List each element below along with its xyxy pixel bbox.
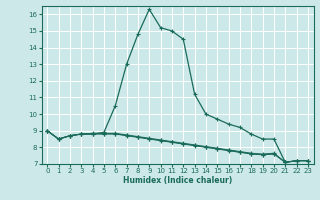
- X-axis label: Humidex (Indice chaleur): Humidex (Indice chaleur): [123, 176, 232, 185]
